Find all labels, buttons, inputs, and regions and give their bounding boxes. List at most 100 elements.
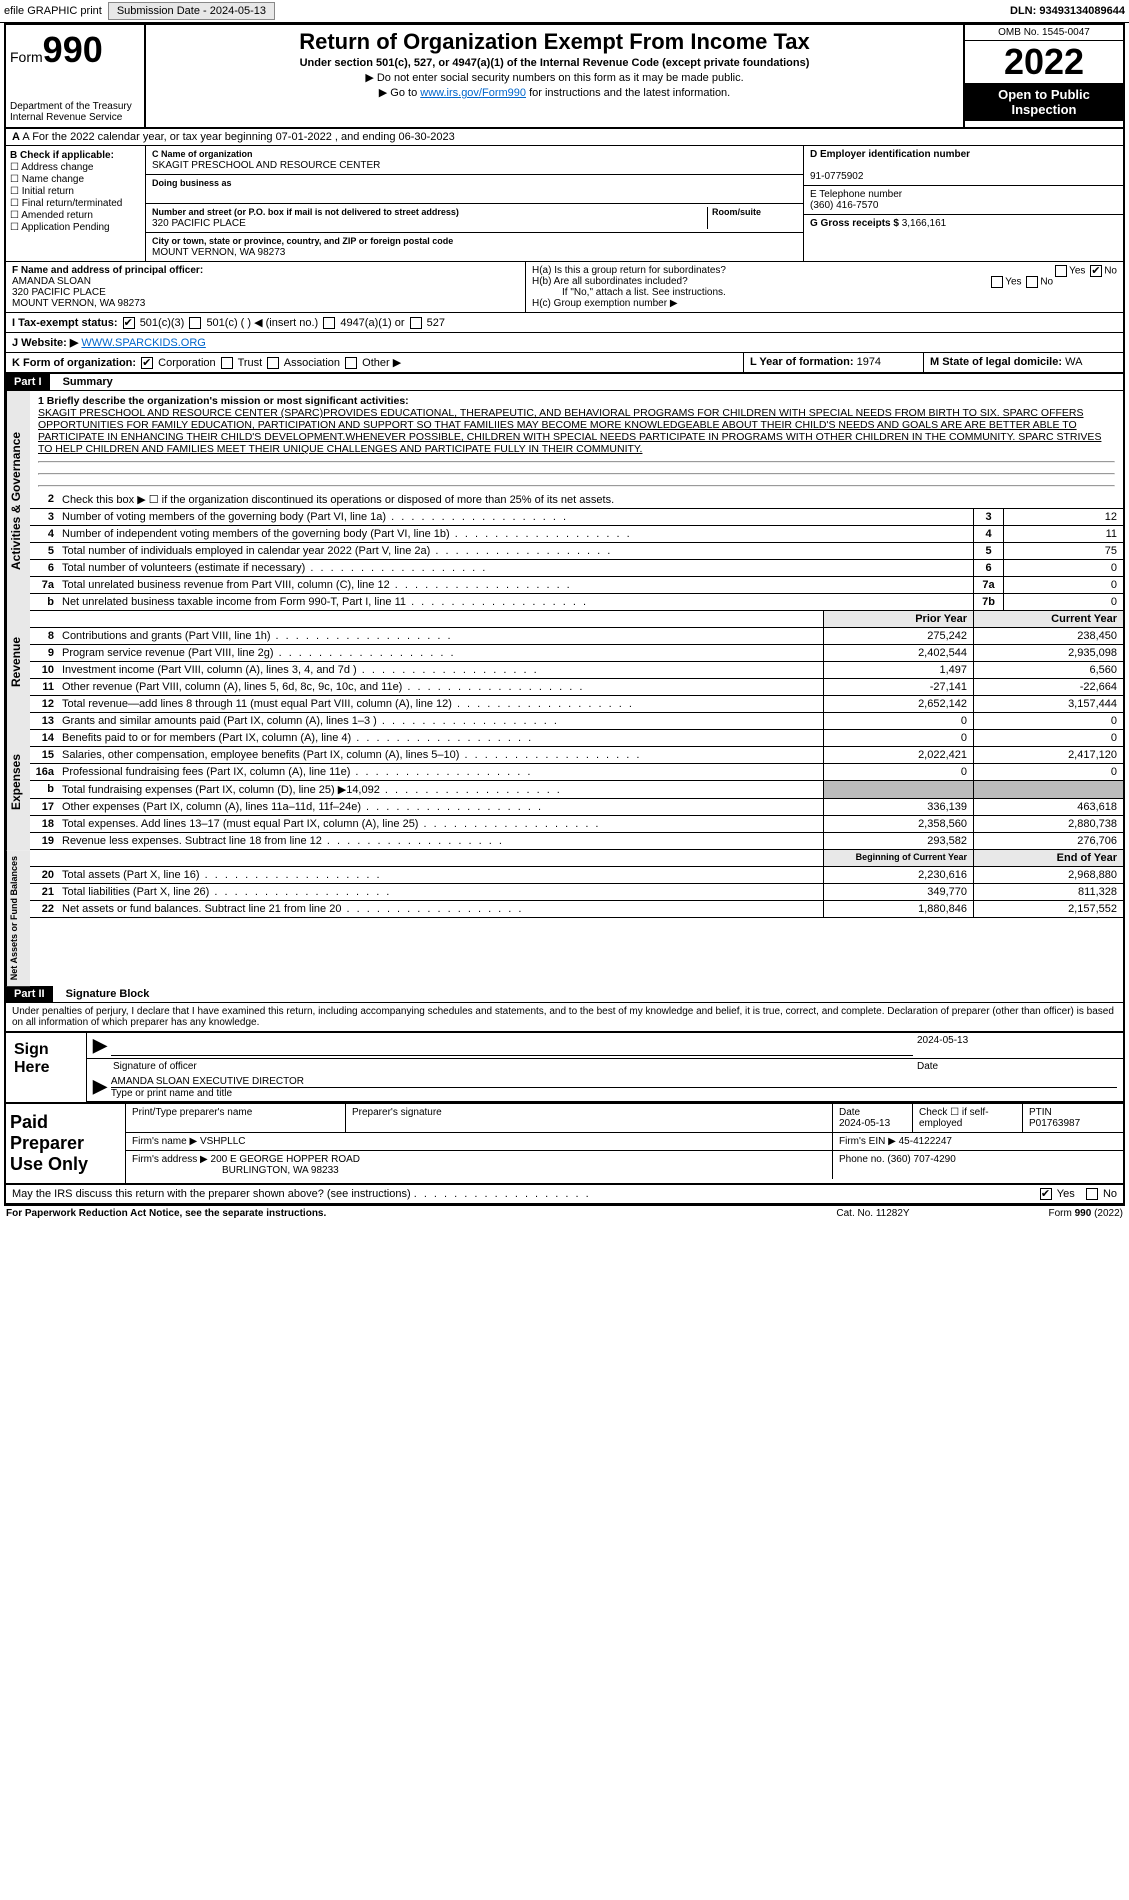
k-corp-checkbox[interactable] (141, 357, 153, 369)
tab-activities-governance: Activities & Governance (6, 391, 30, 611)
discuss-no-checkbox[interactable] (1086, 1188, 1098, 1200)
current-year-hdr: Current Year (973, 611, 1123, 627)
sign-here-block: Sign Here ▶ 2024-05-13 Signature of offi… (6, 1032, 1123, 1102)
m-label: M State of legal domicile: (930, 356, 1062, 368)
goto-note: ▶ Go to www.irs.gov/Form990 for instruct… (150, 86, 959, 99)
i-501c-checkbox[interactable] (189, 317, 201, 329)
goto-pre: ▶ Go to (379, 87, 420, 99)
i-527-checkbox[interactable] (410, 317, 422, 329)
ptin-hdr: PTIN (1029, 1107, 1052, 1118)
officer-addr2: MOUNT VERNON, WA 98273 (12, 298, 145, 309)
checkbox-amended[interactable]: ☐ Amended return (10, 210, 141, 221)
checkbox-name-change[interactable]: ☐ Name change (10, 174, 141, 185)
perjury-declaration: Under penalties of perjury, I declare th… (6, 1003, 1123, 1032)
city-label: City or town, state or province, country… (152, 236, 453, 246)
form-title: Return of Organization Exempt From Incom… (150, 29, 959, 55)
omb-number: OMB No. 1545-0047 (965, 25, 1123, 41)
arrow-icon: ▶ (93, 1035, 107, 1056)
discuss-yes-checkbox[interactable] (1040, 1188, 1052, 1200)
line-1-mission: 1 Briefly describe the organization's mi… (30, 391, 1123, 491)
line-10: 10Investment income (Part VIII, column (… (30, 662, 1123, 679)
gov-line-b: bNet unrelated business taxable income f… (30, 594, 1123, 611)
i-4947-checkbox[interactable] (323, 317, 335, 329)
ha-no-checkbox[interactable] (1090, 265, 1102, 277)
irs-link[interactable]: www.irs.gov/Form990 (420, 87, 526, 99)
line-17: 17Other expenses (Part IX, column (A), l… (30, 799, 1123, 816)
form-footer: Form 990 (2022) (973, 1208, 1123, 1219)
line-12: 12Total revenue—add lines 8 through 11 (… (30, 696, 1123, 713)
c-name-label: C Name of organization (152, 149, 253, 159)
dln-label: DLN: 93493134089644 (1010, 5, 1125, 17)
checkbox-initial-return[interactable]: ☐ Initial return (10, 186, 141, 197)
checkbox-final-return[interactable]: ☐ Final return/terminated (10, 198, 141, 209)
mission-text: SKAGIT PRESCHOOL AND RESOURCE CENTER (SP… (38, 407, 1101, 455)
part-i-title: Summary (53, 376, 113, 388)
firm-name-label: Firm's name ▶ (132, 1136, 197, 1147)
firm-ein-label: Firm's EIN ▶ (839, 1136, 896, 1147)
form-word: Form (10, 49, 43, 65)
line-19: 19Revenue less expenses. Subtract line 1… (30, 833, 1123, 850)
paid-preparer-block: Paid Preparer Use Only Print/Type prepar… (6, 1102, 1123, 1185)
row-k-l-m: K Form of organization: Corporation Trus… (6, 353, 1123, 374)
phone-value: (360) 416-7570 (810, 200, 878, 211)
submission-date-button[interactable]: Submission Date - 2024-05-13 (108, 2, 275, 20)
org-name: SKAGIT PRESCHOOL AND RESOURCE CENTER (152, 160, 380, 171)
line-13: 13Grants and similar amounts paid (Part … (30, 713, 1123, 730)
line-20: 20Total assets (Part X, line 16)2,230,61… (30, 867, 1123, 884)
tab-expenses: Expenses (6, 713, 30, 850)
form-header: Form990 Department of the Treasury Inter… (6, 25, 1123, 129)
hb-yes-checkbox[interactable] (991, 276, 1003, 288)
ein-value: 91-0775902 (810, 171, 863, 182)
ha-yes-checkbox[interactable] (1055, 265, 1067, 277)
e-label: E Telephone number (810, 189, 902, 200)
room-label: Room/suite (712, 207, 761, 217)
dba-label: Doing business as (152, 178, 232, 188)
col-d-e-g: D Employer identification number91-07759… (803, 146, 1123, 261)
line-2-text: Check this box ▶ ☐ if the organization d… (58, 491, 1123, 508)
officer-name-title: AMANDA SLOAN EXECUTIVE DIRECTOR (111, 1076, 304, 1087)
paperwork-notice: For Paperwork Reduction Act Notice, see … (6, 1208, 326, 1219)
exp-section: Expenses 13Grants and similar amounts pa… (6, 713, 1123, 850)
net-section: Net Assets or Fund Balances Beginning of… (6, 850, 1123, 986)
gov-line-6: 6Total number of volunteers (estimate if… (30, 560, 1123, 577)
tab-revenue: Revenue (6, 611, 30, 713)
k-trust-checkbox[interactable] (221, 357, 233, 369)
self-emp-hdr: Check ☐ if self-employed (913, 1104, 1023, 1132)
website-link[interactable]: WWW.SPARCKIDS.ORG (81, 337, 205, 349)
header-mid: Return of Organization Exempt From Incom… (146, 25, 963, 127)
prep-date: 2024-05-13 (839, 1118, 890, 1129)
section-f-h: F Name and address of principal officer:… (6, 262, 1123, 313)
checkbox-address-change[interactable]: ☐ Address change (10, 162, 141, 173)
checkbox-application-pending[interactable]: ☐ Application Pending (10, 222, 141, 233)
hb-no-checkbox[interactable] (1026, 276, 1038, 288)
dept-label: Department of the Treasury Internal Reve… (10, 101, 140, 123)
h-attach: If "No," attach a list. See instructions… (532, 287, 1117, 298)
j-label: J Website: ▶ (12, 337, 78, 349)
open-inspection: Open to Public Inspection (965, 83, 1123, 121)
k-other-checkbox[interactable] (345, 357, 357, 369)
row-i: I Tax-exempt status: 501(c)(3) 501(c) ( … (6, 313, 1123, 333)
row-a-text: A For the 2022 calendar year, or tax yea… (22, 131, 454, 143)
firm-name: VSHPLLC (200, 1136, 246, 1147)
prep-phone: (360) 707-4290 (887, 1154, 955, 1165)
i-501c3-checkbox[interactable] (123, 317, 135, 329)
col-f: F Name and address of principal officer:… (6, 262, 526, 312)
k-assoc-checkbox[interactable] (267, 357, 279, 369)
gross-receipts: 3,166,161 (902, 218, 947, 229)
top-bar: efile GRAPHIC print Submission Date - 20… (0, 0, 1129, 23)
sig-officer-label: Signature of officer (113, 1061, 197, 1072)
b-header: B Check if applicable: (10, 150, 114, 161)
header-right: OMB No. 1545-0047 2022 Open to Public In… (963, 25, 1123, 127)
header-left: Form990 Department of the Treasury Inter… (6, 25, 146, 127)
state-domicile: WA (1065, 356, 1082, 368)
arrow-icon: ▶ (93, 1076, 107, 1099)
goto-post: for instructions and the latest informat… (526, 87, 730, 99)
form-990: Form990 Department of the Treasury Inter… (4, 23, 1125, 1206)
line-15: 15Salaries, other compensation, employee… (30, 747, 1123, 764)
prep-name-hdr: Print/Type preparer's name (126, 1104, 346, 1132)
line-b: bTotal fundraising expenses (Part IX, co… (30, 781, 1123, 799)
line-14: 14Benefits paid to or for members (Part … (30, 730, 1123, 747)
sig-date: 2024-05-13 (917, 1035, 968, 1046)
firm-addr-label: Firm's address ▶ (132, 1154, 208, 1165)
gov-line-3: 3Number of voting members of the governi… (30, 509, 1123, 526)
